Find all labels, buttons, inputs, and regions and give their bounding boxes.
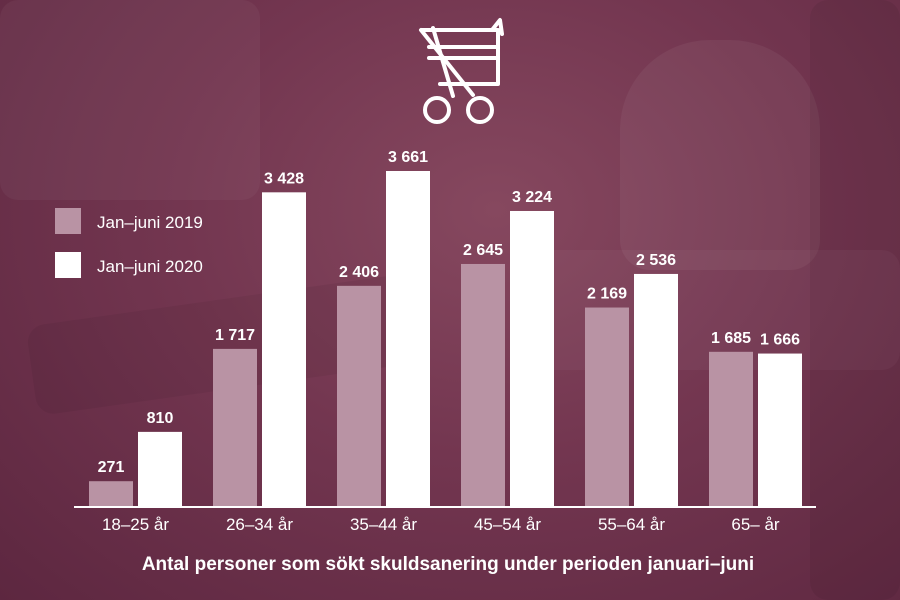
background-shape: [620, 40, 820, 270]
x-tick-label: 55–64 år: [598, 515, 665, 534]
bar-2020: [386, 171, 430, 506]
background-shape: [0, 0, 260, 200]
data-label: 3 428: [264, 170, 304, 187]
legend-swatch-2019: [55, 208, 81, 234]
chart-title: Antal personer som sökt skuldsanering un…: [142, 554, 754, 575]
data-label: 1 685: [711, 330, 751, 347]
data-label: 3 224: [512, 189, 552, 206]
data-label: 810: [147, 410, 174, 427]
data-label: 1 666: [760, 332, 800, 349]
bar-2020: [510, 210, 554, 506]
cut-credit-card-icon: [419, 18, 504, 124]
x-tick-label: 35–44 år: [350, 515, 417, 534]
bar-2020: [634, 273, 678, 506]
bar-2019: [709, 351, 753, 506]
x-tick-label: 45–54 år: [474, 515, 541, 534]
legend-label-2020: Jan–juni 2020: [97, 257, 203, 276]
background-shape: [810, 0, 900, 600]
data-label: 2 169: [587, 286, 627, 303]
data-label: 2 406: [339, 264, 379, 281]
bar-2019: [461, 263, 505, 506]
data-label: 271: [98, 459, 125, 476]
bar-2019: [337, 285, 381, 506]
bar-2019: [213, 348, 257, 506]
x-tick-label: 18–25 år: [102, 515, 169, 534]
legend-swatch-2020: [55, 252, 81, 278]
bar-2020: [758, 353, 802, 506]
x-tick-label: 26–34 år: [226, 515, 293, 534]
bar-2019: [585, 307, 629, 506]
bar-2020: [138, 431, 182, 506]
legend-label-2019: Jan–juni 2019: [97, 213, 203, 232]
data-label: 2 536: [636, 252, 676, 269]
data-label: 1 717: [215, 327, 255, 344]
bar-2020: [262, 192, 306, 506]
data-label: 2 645: [463, 242, 503, 259]
bar-2019: [89, 481, 133, 506]
x-tick-label: 65– år: [731, 515, 780, 534]
data-label: 3 661: [388, 149, 428, 166]
